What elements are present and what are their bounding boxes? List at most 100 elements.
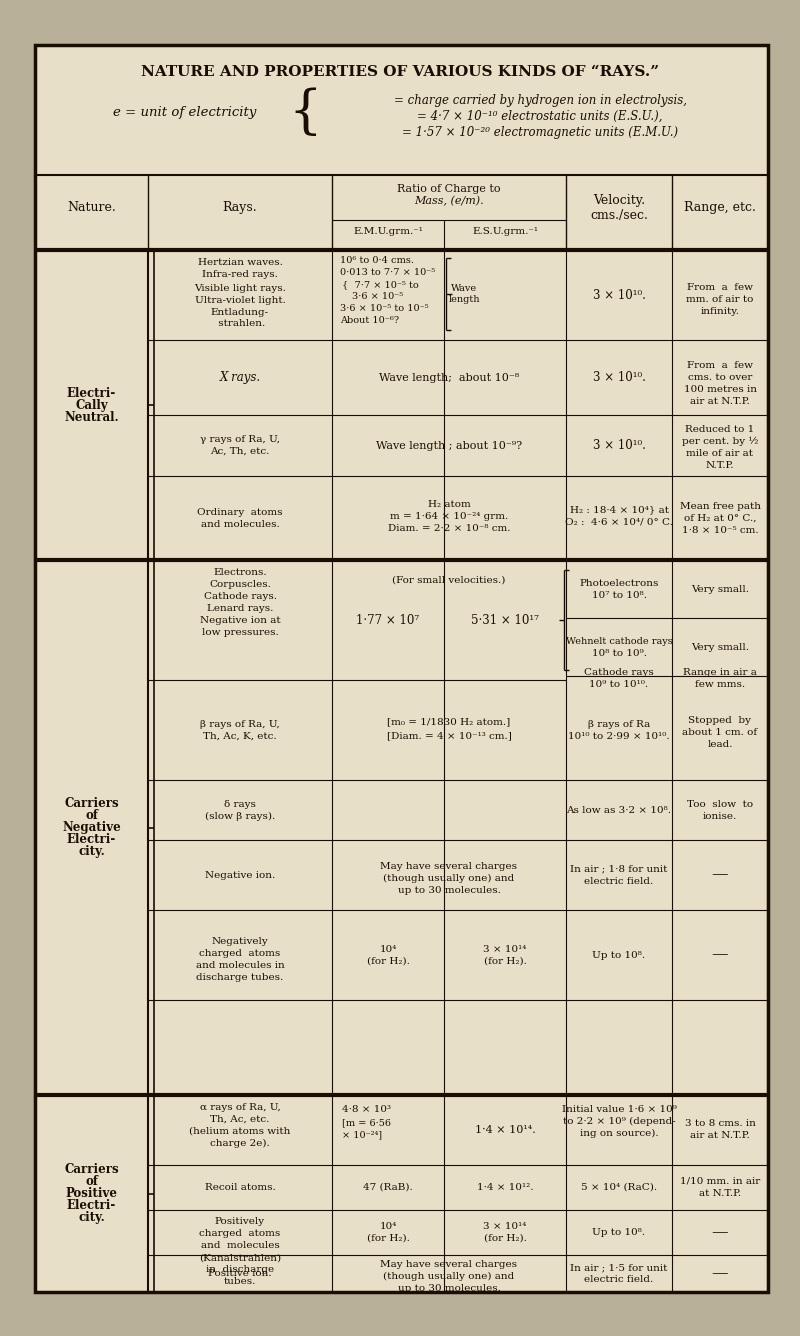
Text: 3·6 × 10⁻⁵: 3·6 × 10⁻⁵ xyxy=(352,291,403,301)
Text: —: — xyxy=(712,1265,728,1283)
Text: Ordinary  atoms: Ordinary atoms xyxy=(198,508,282,517)
Text: Wave
length: Wave length xyxy=(448,285,480,303)
Text: of H₂ at 0° C.,: of H₂ at 0° C., xyxy=(684,513,756,522)
Text: electric field.: electric field. xyxy=(584,1275,654,1284)
Text: α rays of Ra, U,: α rays of Ra, U, xyxy=(200,1102,280,1112)
Text: city.: city. xyxy=(78,1210,105,1224)
Text: at N.T.P.: at N.T.P. xyxy=(699,1189,741,1198)
Text: (For small velocities.): (For small velocities.) xyxy=(392,576,506,585)
Text: 1/10 mm. in air: 1/10 mm. in air xyxy=(680,1177,760,1186)
Text: = charge carried by hydrogen ion in electrolysis,: = charge carried by hydrogen ion in elec… xyxy=(394,94,686,107)
Text: —: — xyxy=(712,867,728,883)
Text: Cathode rays: Cathode rays xyxy=(584,668,654,676)
Text: From  a  few: From a few xyxy=(687,282,753,291)
Text: charge 2e).: charge 2e). xyxy=(210,1138,270,1148)
Text: E.S.U.grm.⁻¹: E.S.U.grm.⁻¹ xyxy=(472,227,538,235)
Text: discharge tubes.: discharge tubes. xyxy=(196,973,284,982)
Text: Th, Ac, K, etc.: Th, Ac, K, etc. xyxy=(203,732,277,740)
Text: 10⁶ to 0·4 cms.: 10⁶ to 0·4 cms. xyxy=(340,255,414,265)
Text: Carriers: Carriers xyxy=(64,798,119,810)
Text: Velocity.
cms./sec.: Velocity. cms./sec. xyxy=(590,194,648,222)
Text: Mass, (e/m).: Mass, (e/m). xyxy=(414,196,484,206)
Text: 1·8 × 10⁻⁵ cm.: 1·8 × 10⁻⁵ cm. xyxy=(682,525,758,534)
Text: Carriers: Carriers xyxy=(64,1164,119,1176)
Text: Electri-: Electri- xyxy=(67,386,116,399)
Text: Visible light rays.: Visible light rays. xyxy=(194,283,286,293)
Text: In air ; 1·5 for unit: In air ; 1·5 for unit xyxy=(570,1263,668,1272)
Text: about 1 cm. of: about 1 cm. of xyxy=(682,728,758,736)
Text: In air ; 1·8 for unit: In air ; 1·8 for unit xyxy=(570,864,668,874)
Text: Cathode rays.: Cathode rays. xyxy=(203,592,277,600)
Text: X rays.: X rays. xyxy=(219,371,261,383)
Text: 3 × 10¹⁰.: 3 × 10¹⁰. xyxy=(593,371,646,383)
Text: 10¹⁰ to 2·99 × 10¹⁰.: 10¹⁰ to 2·99 × 10¹⁰. xyxy=(568,732,670,740)
Text: From  a  few: From a few xyxy=(687,361,753,370)
Text: Th, Ac, etc.: Th, Ac, etc. xyxy=(210,1114,270,1124)
Text: (for H₂).: (for H₂). xyxy=(483,1234,526,1242)
Text: 3 to 8 cms. in: 3 to 8 cms. in xyxy=(685,1120,755,1129)
Text: Recoil atoms.: Recoil atoms. xyxy=(205,1182,275,1192)
Text: {: { xyxy=(288,87,322,138)
Text: Negative ion at: Negative ion at xyxy=(200,616,280,624)
Text: 3 × 10¹⁰.: 3 × 10¹⁰. xyxy=(593,440,646,452)
Text: Positive: Positive xyxy=(66,1186,118,1200)
Text: Negative: Negative xyxy=(62,822,121,834)
Text: ionise.: ionise. xyxy=(703,811,737,820)
Text: [m = 6·56: [m = 6·56 xyxy=(342,1118,391,1128)
Text: up to 30 molecules.: up to 30 molecules. xyxy=(398,886,501,895)
Text: charged  atoms: charged atoms xyxy=(199,1229,281,1238)
Text: E.M.U.grm.⁻¹: E.M.U.grm.⁻¹ xyxy=(353,227,423,235)
Text: Range, etc.: Range, etc. xyxy=(684,200,756,214)
Text: Entladung-: Entladung- xyxy=(211,307,269,317)
Text: Very small.: Very small. xyxy=(691,585,749,593)
Text: (though usually one) and: (though usually one) and xyxy=(383,874,514,883)
Text: Too  slow  to: Too slow to xyxy=(687,799,753,808)
Text: × 10⁻²⁴]: × 10⁻²⁴] xyxy=(342,1130,382,1140)
Text: and molecules.: and molecules. xyxy=(201,520,279,529)
Text: to 2·2 × 10⁹ (depend-: to 2·2 × 10⁹ (depend- xyxy=(562,1117,675,1125)
Text: Corpuscles.: Corpuscles. xyxy=(209,580,271,588)
Text: (for H₂).: (for H₂). xyxy=(366,957,410,966)
Text: 100 metres in: 100 metres in xyxy=(683,385,757,394)
Text: tubes.: tubes. xyxy=(224,1277,256,1287)
Text: 0·013 to 7·7 × 10⁻⁵: 0·013 to 7·7 × 10⁻⁵ xyxy=(340,267,435,277)
Text: 10⁹ to 10¹⁰.: 10⁹ to 10¹⁰. xyxy=(590,680,649,688)
Text: Wehnelt cathode rays: Wehnelt cathode rays xyxy=(566,636,672,645)
Text: Positively: Positively xyxy=(215,1217,265,1226)
Text: cms. to over: cms. to over xyxy=(688,373,752,382)
Text: 5·31 × 10¹⁷: 5·31 × 10¹⁷ xyxy=(471,613,539,627)
Text: Ultra-violet light.: Ultra-violet light. xyxy=(194,295,286,305)
Text: Mean free path: Mean free path xyxy=(679,501,761,510)
Text: Initial value 1·6 × 10⁹: Initial value 1·6 × 10⁹ xyxy=(562,1105,677,1113)
Text: —: — xyxy=(712,946,728,963)
Text: β rays of Ra, U,: β rays of Ra, U, xyxy=(200,720,280,728)
Text: Up to 10⁸.: Up to 10⁸. xyxy=(593,950,646,959)
Text: As low as 3·2 × 10⁸.: As low as 3·2 × 10⁸. xyxy=(566,806,671,815)
Text: lead.: lead. xyxy=(707,740,733,748)
Text: mile of air at: mile of air at xyxy=(686,449,754,458)
Text: Electri-: Electri- xyxy=(67,1198,116,1212)
Text: Photoelectrons: Photoelectrons xyxy=(579,578,658,588)
Text: {  7·7 × 10⁻⁵ to: { 7·7 × 10⁻⁵ to xyxy=(342,281,418,290)
Text: Ac, Th, etc.: Ac, Th, etc. xyxy=(210,448,270,456)
Text: NATURE AND PROPERTIES OF VARIOUS KINDS OF “RAYS.”: NATURE AND PROPERTIES OF VARIOUS KINDS O… xyxy=(141,65,659,79)
Text: β rays of Ra: β rays of Ra xyxy=(588,720,650,728)
Text: (though usually one) and: (though usually one) and xyxy=(383,1272,514,1281)
Text: 1·4 × 10¹⁴.: 1·4 × 10¹⁴. xyxy=(474,1125,535,1136)
Text: About 10⁻⁶?: About 10⁻⁶? xyxy=(340,315,399,325)
Text: 47 (RaB).: 47 (RaB). xyxy=(363,1182,413,1192)
Text: (Kanalstrahlen): (Kanalstrahlen) xyxy=(199,1253,281,1263)
Text: = 4·7 × 10⁻¹⁰ electrostatic units (E.S.U.),: = 4·7 × 10⁻¹⁰ electrostatic units (E.S.U… xyxy=(418,110,662,123)
Text: [m₀ = 1/1830 H₂ atom.]: [m₀ = 1/1830 H₂ atom.] xyxy=(387,717,510,727)
Text: γ rays of Ra, U,: γ rays of Ra, U, xyxy=(200,436,280,444)
Text: N.T.P.: N.T.P. xyxy=(706,461,734,470)
Text: m = 1·64 × 10⁻²⁴ grm.: m = 1·64 × 10⁻²⁴ grm. xyxy=(390,512,508,521)
Text: air at N.T.P.: air at N.T.P. xyxy=(690,397,750,406)
Text: Wave length;  about 10⁻⁸: Wave length; about 10⁻⁸ xyxy=(379,373,519,382)
Text: O₂ :  4·6 × 10⁴/ 0° C.: O₂ : 4·6 × 10⁴/ 0° C. xyxy=(565,517,673,526)
Text: 10⁸ to 10⁹.: 10⁸ to 10⁹. xyxy=(591,648,646,657)
Text: 10⁷ to 10⁸.: 10⁷ to 10⁸. xyxy=(591,591,646,600)
Text: (helium atoms with: (helium atoms with xyxy=(190,1126,290,1136)
Text: Ratio of Charge to: Ratio of Charge to xyxy=(398,184,501,194)
Text: Infra-red rays.: Infra-red rays. xyxy=(202,270,278,278)
